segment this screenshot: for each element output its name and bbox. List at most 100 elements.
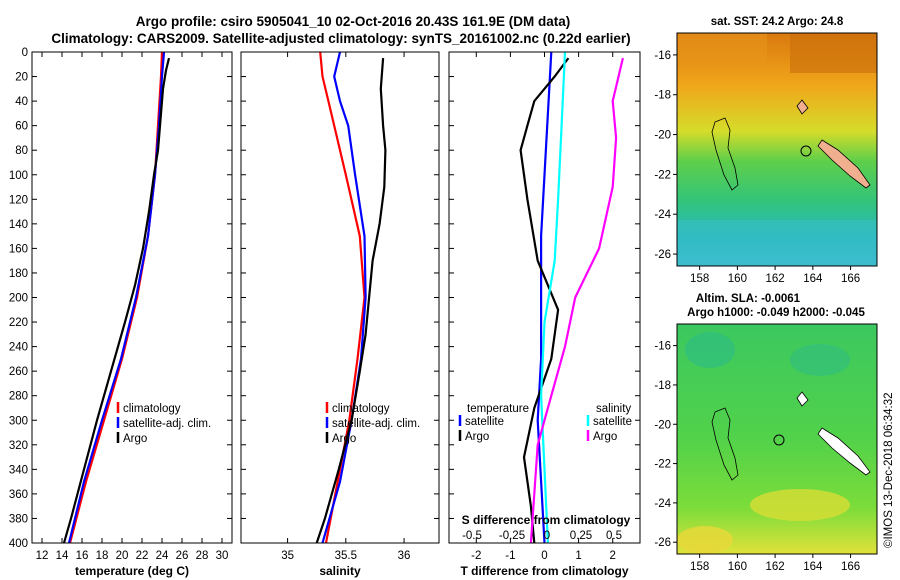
lon-tick-label: 164 bbox=[803, 561, 823, 573]
x-tick-label: 2 bbox=[610, 550, 616, 562]
series-line-t-argo bbox=[519, 57, 570, 544]
x-tick-label-2: 0.5 bbox=[606, 530, 622, 542]
lon-tick-label: 164 bbox=[803, 273, 823, 285]
reef-outline bbox=[711, 407, 739, 481]
depth-tick-label: 180 bbox=[9, 268, 28, 280]
lon-tick-label: 160 bbox=[728, 273, 747, 285]
depth-tick-label: 400 bbox=[9, 538, 28, 550]
x-tick-label: 35.5 bbox=[335, 550, 357, 562]
sst-map bbox=[676, 32, 878, 267]
new-caledonia bbox=[817, 139, 871, 189]
sst-map-title: sat. SST: 24.2 Argo: 24.8 bbox=[711, 16, 844, 28]
x-tick-label: 0 bbox=[541, 550, 547, 562]
legend-2-label: Argo bbox=[123, 433, 147, 445]
depth-tick-label: 60 bbox=[15, 121, 28, 133]
x-tick-label-2: 0 bbox=[544, 530, 550, 542]
lon-tick-label: 166 bbox=[841, 561, 860, 573]
series-line-satellite-adj-clim- bbox=[321, 51, 367, 544]
x-axis-label-2: S difference from climatology bbox=[462, 513, 631, 527]
series-line-satellite-adj-clim- bbox=[67, 51, 166, 544]
depth-tick-label: 0 bbox=[22, 47, 28, 59]
sla-low bbox=[790, 344, 850, 376]
x-axis-label: T difference from climatology bbox=[460, 564, 628, 578]
x-tick-label: 35 bbox=[281, 550, 294, 562]
x-tick-label: 14 bbox=[56, 550, 69, 562]
depth-tick-label: 20 bbox=[15, 72, 28, 84]
depth-tick-label: 140 bbox=[9, 219, 28, 231]
x-axis-label: temperature (deg C) bbox=[75, 564, 189, 578]
legend-t-sat-label: satellite bbox=[465, 416, 504, 428]
lon-tick-label: 162 bbox=[766, 273, 785, 285]
depth-tick-label: 340 bbox=[9, 464, 28, 476]
lat-tick-label: -18 bbox=[654, 380, 671, 392]
x-tick-label: 20 bbox=[116, 550, 129, 562]
temperature-panel: 0 20 40 60 80 100 120 140 160 180 200 220 240 260 280 3… bbox=[9, 47, 233, 578]
island bbox=[796, 99, 809, 115]
legend-1-label: satellite-adj. clim. bbox=[123, 418, 211, 430]
panel-frame bbox=[448, 51, 641, 544]
legend-1-label: satellite-adj. clim. bbox=[332, 418, 420, 430]
legend-0-label: climatology bbox=[332, 403, 390, 415]
argo-location-marker bbox=[800, 145, 812, 157]
difference-panel: -2 -1 0 1 2 T difference from climatology temp… bbox=[448, 51, 641, 578]
x-tick-label: 18 bbox=[96, 550, 109, 562]
depth-tick-label: 360 bbox=[9, 489, 28, 501]
x-tick-label: 26 bbox=[176, 550, 189, 562]
depth-tick-label: 120 bbox=[9, 194, 28, 206]
sla-map-frame bbox=[676, 323, 878, 555]
legend-s-argo-label: Argo bbox=[593, 431, 617, 443]
lat-tick-label: -26 bbox=[654, 537, 671, 549]
x-tick-label: 1 bbox=[575, 550, 581, 562]
legend-t-argo-label: Argo bbox=[465, 431, 489, 443]
x-tick-label-2: 0.25 bbox=[570, 530, 592, 542]
lat-tick-label: -22 bbox=[654, 169, 671, 181]
x-tick-label-2: -0.5 bbox=[462, 530, 482, 542]
x-tick-label: -1 bbox=[505, 550, 515, 562]
lon-tick-label: 162 bbox=[766, 561, 785, 573]
sla-map-title2: Argo h1000: -0.049 h2000: -0.045 bbox=[687, 307, 865, 319]
lat-tick-label: -16 bbox=[654, 50, 671, 62]
footer-stamp: ©IMOS 13-Dec-2018 06:34:32 bbox=[883, 392, 895, 548]
x-tick-label: 30 bbox=[216, 550, 229, 562]
lat-tick-label: -22 bbox=[654, 459, 671, 471]
sla-map bbox=[676, 323, 878, 555]
lat-tick-label: -16 bbox=[654, 341, 671, 353]
x-tick-label: 28 bbox=[196, 550, 209, 562]
panel-frame bbox=[240, 51, 440, 544]
title-line1: Argo profile: csiro 5905041_10 02-Oct-20… bbox=[136, 14, 570, 29]
x-axis-label: salinity bbox=[319, 564, 361, 578]
x-tick-label: -2 bbox=[471, 550, 481, 562]
sla-high bbox=[677, 526, 733, 554]
sst-map-axes: -16 -18 -20 -22 -24 -26 158 160 162 164 166 bbox=[654, 50, 860, 285]
lat-tick-label: -24 bbox=[654, 498, 671, 510]
x-tick-label: 22 bbox=[136, 550, 149, 562]
lon-tick-label: 160 bbox=[728, 561, 747, 573]
sst-warm-patch bbox=[677, 33, 767, 63]
series-line-s-argo bbox=[529, 57, 624, 544]
depth-tick-label: 160 bbox=[9, 243, 28, 255]
depth-tick-label: 260 bbox=[9, 366, 28, 378]
series-line-argo bbox=[62, 57, 171, 544]
title-line2: Climatology: CARS2009. Satellite-adjuste… bbox=[51, 31, 630, 46]
series-line-s-satellite bbox=[539, 51, 567, 544]
lon-tick-label: 166 bbox=[841, 273, 860, 285]
depth-tick-label: 100 bbox=[9, 170, 28, 182]
reef-outline bbox=[711, 117, 739, 191]
sla-low bbox=[685, 332, 735, 368]
lon-tick-label: 158 bbox=[690, 273, 709, 285]
lat-tick-label: -26 bbox=[654, 249, 671, 261]
depth-tick-label: 200 bbox=[9, 293, 28, 305]
lat-tick-label: -20 bbox=[654, 130, 671, 142]
sla-map-axes: -16 -18 -20 -22 -24 -26 158 160 162 164 166 bbox=[654, 341, 860, 573]
island bbox=[796, 391, 809, 407]
salinity-panel: 35 35.5 36 salinity climatology satellite-adj… bbox=[240, 51, 440, 578]
depth-tick-label: 80 bbox=[15, 145, 28, 157]
legend-2-label: Argo bbox=[332, 433, 356, 445]
legend-title-salinity: salinity bbox=[596, 403, 631, 415]
legend-s-sat-label: satellite bbox=[593, 416, 632, 428]
sst-warm-patch bbox=[790, 33, 877, 73]
x-tick-label: 36 bbox=[398, 550, 411, 562]
x-tick-label: 24 bbox=[156, 550, 169, 562]
depth-tick-label: 380 bbox=[9, 513, 28, 525]
